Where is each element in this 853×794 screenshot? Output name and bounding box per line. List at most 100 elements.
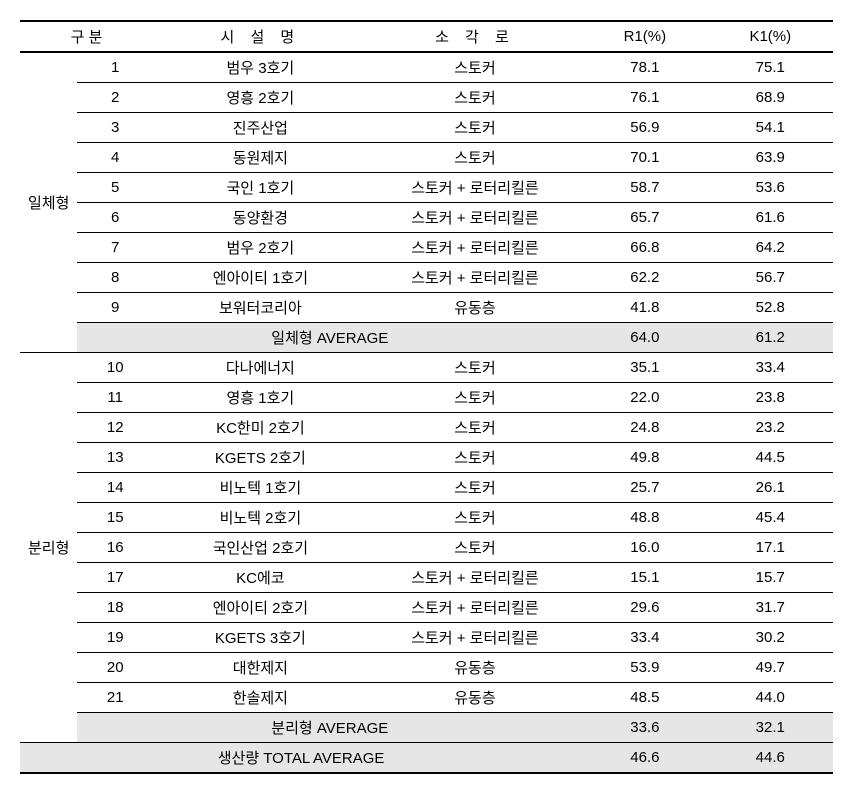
cell-k1: 15.7 (708, 563, 833, 593)
cell-name: 엔아이티 1호기 (153, 263, 368, 293)
cell-r1: 48.8 (582, 503, 707, 533)
cell-r1: 76.1 (582, 83, 707, 113)
cell-r1: 29.6 (582, 593, 707, 623)
cell-num: 13 (77, 443, 153, 473)
cell-k1: 45.4 (708, 503, 833, 533)
cell-name: 다나에너지 (153, 353, 368, 383)
cell-name: 진주산업 (153, 113, 368, 143)
average-k1: 61.2 (708, 323, 833, 353)
cell-incinerator: 스토커 (368, 113, 582, 143)
cell-num: 20 (77, 653, 153, 683)
cell-num: 4 (77, 143, 153, 173)
cell-r1: 53.9 (582, 653, 707, 683)
cell-k1: 44.0 (708, 683, 833, 713)
table-row: 8엔아이티 1호기스토커 + 로터리킬른62.256.7 (20, 263, 833, 293)
cell-name: 비노텍 2호기 (153, 503, 368, 533)
cell-k1: 23.8 (708, 383, 833, 413)
average-r1: 33.6 (582, 713, 707, 743)
cell-incinerator: 스토커 (368, 52, 582, 83)
table-row: 12KC한미 2호기스토커24.823.2 (20, 413, 833, 443)
table-row: 13KGETS 2호기스토커49.844.5 (20, 443, 833, 473)
table-row: 2영흥 2호기스토커76.168.9 (20, 83, 833, 113)
table-row: 6동양환경스토커 + 로터리킬른65.761.6 (20, 203, 833, 233)
header-facility: 시 설 명 (153, 21, 368, 52)
cell-incinerator: 스토커 (368, 413, 582, 443)
cell-name: 엔아이티 2호기 (153, 593, 368, 623)
cell-incinerator: 스토커 + 로터리킬른 (368, 563, 582, 593)
table-row: 21한솔제지유동층48.544.0 (20, 683, 833, 713)
cell-name: 동양환경 (153, 203, 368, 233)
table-row: 분리형10다나에너지스토커35.133.4 (20, 353, 833, 383)
cell-incinerator: 스토커 + 로터리킬른 (368, 203, 582, 233)
cell-incinerator: 스토커 (368, 383, 582, 413)
cell-name: 범우 3호기 (153, 52, 368, 83)
header-incinerator: 소 각 로 (368, 21, 582, 52)
table-row: 7범우 2호기스토커 + 로터리킬른66.864.2 (20, 233, 833, 263)
cell-name: KC한미 2호기 (153, 413, 368, 443)
cell-name: 대한제지 (153, 653, 368, 683)
category-cell: 분리형 (20, 353, 77, 743)
cell-k1: 17.1 (708, 533, 833, 563)
cell-r1: 58.7 (582, 173, 707, 203)
cell-incinerator: 스토커 + 로터리킬른 (368, 263, 582, 293)
total-k1: 44.6 (708, 743, 833, 774)
table-row: 4동원제지스토커70.163.9 (20, 143, 833, 173)
average-label: 일체형 AVERAGE (77, 323, 582, 353)
cell-name: KGETS 3호기 (153, 623, 368, 653)
cell-num: 21 (77, 683, 153, 713)
cell-name: 동원제지 (153, 143, 368, 173)
cell-k1: 23.2 (708, 413, 833, 443)
table-row: 9보워터코리아유동층41.852.8 (20, 293, 833, 323)
table-row: 15비노텍 2호기스토커48.845.4 (20, 503, 833, 533)
average-r1: 64.0 (582, 323, 707, 353)
cell-num: 7 (77, 233, 153, 263)
cell-k1: 26.1 (708, 473, 833, 503)
cell-k1: 49.7 (708, 653, 833, 683)
table-row: 11영흥 1호기스토커22.023.8 (20, 383, 833, 413)
cell-r1: 35.1 (582, 353, 707, 383)
cell-r1: 56.9 (582, 113, 707, 143)
cell-name: KC에코 (153, 563, 368, 593)
cell-name: 영흥 1호기 (153, 383, 368, 413)
cell-k1: 63.9 (708, 143, 833, 173)
header-k1: K1(%) (708, 21, 833, 52)
cell-num: 8 (77, 263, 153, 293)
cell-k1: 64.2 (708, 233, 833, 263)
cell-incinerator: 스토커 + 로터리킬른 (368, 623, 582, 653)
cell-num: 6 (77, 203, 153, 233)
table-row: 19KGETS 3호기스토커 + 로터리킬른33.430.2 (20, 623, 833, 653)
cell-incinerator: 유동층 (368, 683, 582, 713)
cell-r1: 15.1 (582, 563, 707, 593)
cell-r1: 70.1 (582, 143, 707, 173)
table-row: 3진주산업스토커56.954.1 (20, 113, 833, 143)
cell-num: 1 (77, 52, 153, 83)
total-row: 생산량 TOTAL AVERAGE46.644.6 (20, 743, 833, 774)
cell-k1: 61.6 (708, 203, 833, 233)
total-r1: 46.6 (582, 743, 707, 774)
cell-incinerator: 스토커 (368, 533, 582, 563)
cell-num: 10 (77, 353, 153, 383)
cell-num: 14 (77, 473, 153, 503)
cell-r1: 65.7 (582, 203, 707, 233)
cell-incinerator: 스토커 (368, 143, 582, 173)
cell-incinerator: 스토커 + 로터리킬른 (368, 593, 582, 623)
table-row: 17KC에코스토커 + 로터리킬른15.115.7 (20, 563, 833, 593)
cell-num: 5 (77, 173, 153, 203)
header-category: 구 분 (20, 21, 153, 52)
cell-num: 17 (77, 563, 153, 593)
cell-r1: 49.8 (582, 443, 707, 473)
cell-k1: 30.2 (708, 623, 833, 653)
cell-r1: 48.5 (582, 683, 707, 713)
table-row: 16국인산업 2호기스토커16.017.1 (20, 533, 833, 563)
cell-name: 국인산업 2호기 (153, 533, 368, 563)
cell-name: KGETS 2호기 (153, 443, 368, 473)
cell-incinerator: 스토커 + 로터리킬른 (368, 233, 582, 263)
cell-r1: 22.0 (582, 383, 707, 413)
cell-incinerator: 스토커 + 로터리킬른 (368, 173, 582, 203)
cell-name: 범우 2호기 (153, 233, 368, 263)
cell-k1: 33.4 (708, 353, 833, 383)
cell-incinerator: 스토커 (368, 83, 582, 113)
cell-name: 보워터코리아 (153, 293, 368, 323)
cell-num: 18 (77, 593, 153, 623)
table-row: 18엔아이티 2호기스토커 + 로터리킬른29.631.7 (20, 593, 833, 623)
